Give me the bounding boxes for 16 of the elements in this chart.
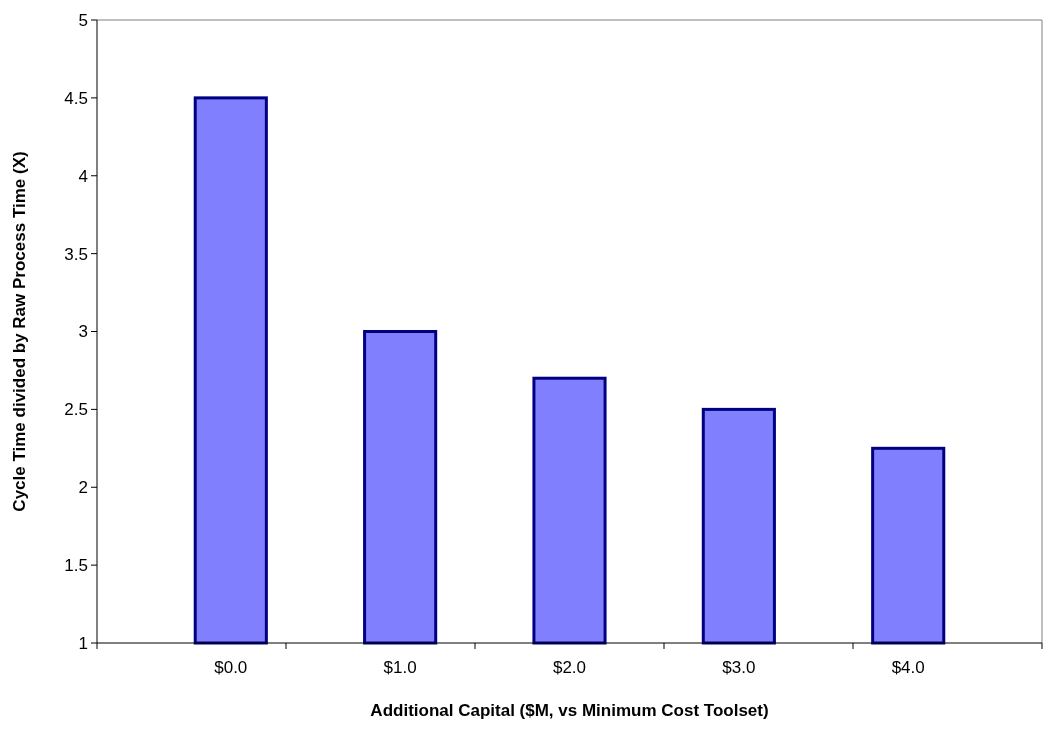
x-tick-label: $3.0 bbox=[722, 658, 756, 677]
y-tick-label: 2 bbox=[78, 478, 88, 498]
y-axis-title: Cycle Time divided by Raw Process Time (X) bbox=[10, 151, 29, 512]
x-axis-title: Additional Capital ($M, vs Minimum Cost Toolset) bbox=[370, 701, 769, 720]
y-tick-label: 1 bbox=[78, 633, 88, 653]
x-tick-label: $1.0 bbox=[383, 658, 417, 677]
y-tick-label: 3.5 bbox=[64, 244, 88, 264]
x-tick-label: $4.0 bbox=[891, 658, 925, 677]
y-tick-label: 1.5 bbox=[64, 556, 88, 576]
y-tick-label: 4 bbox=[78, 166, 88, 186]
y-tick-label: 5 bbox=[78, 10, 88, 30]
y-tick-label: 3 bbox=[78, 322, 88, 342]
x-tick-label: $0.0 bbox=[214, 658, 248, 677]
y-tick-label: 2.5 bbox=[64, 400, 88, 420]
y-tick-label: 4.5 bbox=[64, 88, 88, 108]
x-tick-label: $2.0 bbox=[552, 658, 587, 677]
